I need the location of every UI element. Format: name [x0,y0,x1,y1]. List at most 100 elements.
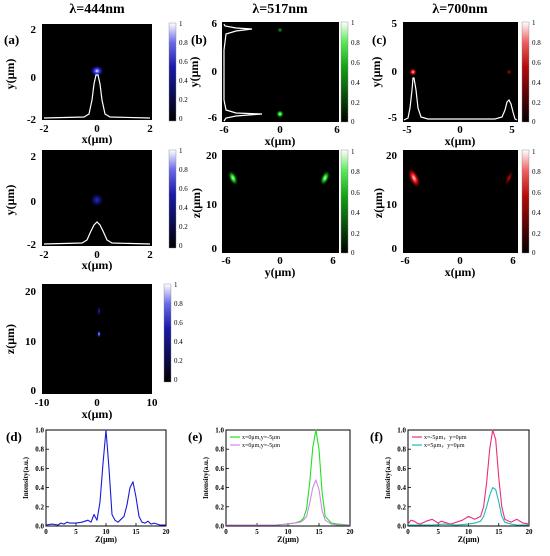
ytick-label-e-0: 0.0 [215,523,224,531]
xtick-label-f-1: 5 [437,528,441,536]
ytick-a1-mid: 0 [31,72,37,84]
xtick-c1-mid: 0 [457,124,463,136]
xtick-c2-mid: 0 [457,255,463,267]
spot-b2-right [320,170,330,186]
cb-c1-t04: 0.4 [532,79,541,87]
ylabel-c1: y(μm) [369,57,383,88]
cb-b1-t08: 0.8 [351,39,360,47]
xtick-label-f-4: 20 [526,528,534,536]
xlabel-a2: x(μm) [82,258,113,272]
spot-a3-upper [97,306,101,316]
series-line-d-0 [45,429,166,526]
profile-a2 [43,221,151,245]
cb-a2-t04: 0.4 [179,204,188,212]
xtick-a1-left: -2 [39,123,49,135]
line-chart-d: 0.0 0.2 0.4 0.6 0.8 1.0 0 5 10 15 20 Z(μm) Intensity… [22,427,170,545]
ylabel-b2: z(μm) [189,188,203,218]
spot-b1-lower [276,110,284,118]
xtick-b1-mid: 0 [277,124,283,136]
cb-b2-t04: 0.4 [351,209,360,217]
panel-label-b: (b) [191,32,207,47]
xlabel-f: Z(μm) [458,535,480,544]
cb-a1-t02: 0.2 [179,96,188,104]
xtick-c2-left: -6 [400,255,410,267]
title-b: λ=517nm [252,2,308,17]
ylabel-c2: z(μm) [371,188,385,218]
cb-a2-t08: 0.8 [179,166,188,174]
legend-label-e-1: x=0μm,y=-5μm [242,443,280,449]
xtick-label-e-2: 10 [285,528,293,536]
xlabel-c2: x(μm) [445,265,476,279]
heatmap-b1: 6 0 -6 -6 0 6 x(μm) y(μm) 1 0.8 0.6 0.4 … [187,18,360,148]
colorbar-b2-ticks: 1 0.8 0.6 0.4 0.2 0 [351,148,360,257]
cb-b2-t06: 0.6 [351,189,360,197]
xtick-label-d-0: 0 [44,528,48,536]
cb-c1-t06: 0.6 [532,59,541,67]
heatmap-c1: 5 0 -5 -5 0 5 x(μm) y(μm) 1 0.8 0.6 0.4 … [369,18,541,148]
cb-a2-t06: 0.6 [179,185,188,193]
xtick-a2-left: -2 [39,249,49,261]
xtick-a3-right: 10 [147,397,159,409]
cb-a1-t0: 0 [179,115,183,123]
cb-a2-t02: 0.2 [179,223,188,231]
title-c: λ=700nm [432,2,488,17]
heatmap-c2: 20 10 0 -6 0 6 x(μm) z(μm) 1 0.8 0.6 0.4… [371,148,541,279]
cb-c2-t0: 0 [532,249,536,257]
spot-c2-right [504,169,514,187]
heatmap-c1-background [403,22,518,122]
cb-a3-t1: 1 [174,281,178,289]
xtick-label-e-0: 0 [224,528,228,536]
ytick-a1-top: 2 [31,24,37,36]
line-charts: 0.0 0.2 0.4 0.6 0.8 1.0 0 5 10 15 20 Z(μm) Intensity… [22,427,533,545]
heatmap-a2: 2 0 -2 -2 0 2 x(μm) y(μm) 1 0.8 0.6 0.4 … [3,147,188,272]
ytick-label-f-0: 0.0 [397,523,406,531]
spot-c1-left [409,68,417,76]
cb-c2-t04: 0.4 [532,209,541,217]
xlabel-a3: x(μm) [82,407,113,421]
colorbar-b2 [340,149,349,254]
panel-label-f: (f) [370,429,383,444]
spot-c2-left [407,167,421,189]
heatmap-a1: 2 0 -2 -2 0 2 x(μm) y(μm) 1 0.8 0.6 0.4 … [3,20,188,146]
ytick-c1-mid: 0 [392,66,398,78]
colorbar-c1 [521,21,530,123]
ylabel-b1: y(μm) [187,57,201,88]
cb-b2-t1: 1 [351,148,355,156]
spot-a1-center [90,65,104,77]
xtick-b2-mid: 0 [277,255,283,267]
cb-c1-t0: 0 [532,118,536,126]
xtick-label-e-4: 20 [347,528,355,536]
series-line-e-1 [226,479,350,526]
cb-c2-t08: 0.8 [532,168,541,176]
cb-b1-t04: 0.4 [351,79,360,87]
ytick-c2-bot: 0 [392,243,398,255]
ytick-b2-bot: 0 [212,243,218,255]
cb-c2-t06: 0.6 [532,189,541,197]
profile-c1 [403,77,518,121]
cb-a3-t06: 0.6 [174,319,183,327]
colorbar-a3 [163,283,172,383]
ytick-b1-mid: 0 [212,66,218,78]
colorbar-a1-ticks: 1 0.8 0.6 0.4 0.2 0 [179,20,188,123]
xlabel-c1: x(μm) [445,134,476,148]
xtick-a2-mid: 0 [94,249,100,261]
panel-label-e: (e) [188,429,202,444]
ytick-a1-bot: -2 [27,114,37,126]
xtick-label-f-0: 0 [406,528,410,536]
ytick-label-f-2: 0.4 [397,484,406,492]
ytick-a3-bot: 0 [31,385,37,397]
cb-a3-t08: 0.8 [174,300,183,308]
cb-a3-t0: 0 [174,376,178,384]
title-a: λ=444nm [69,2,125,17]
cb-b1-t0: 0 [351,118,355,126]
ytick-label-d-3: 0.6 [35,465,44,473]
cb-c2-t1: 1 [532,148,536,156]
ytick-a3-mid: 10 [25,336,37,348]
ytick-a2-bot: -2 [27,239,37,251]
legend-label-e-0: x=0μm,y=-5μm [242,435,280,441]
xtick-b1-right: 6 [334,124,340,136]
colorbar-c2-ticks: 1 0.8 0.6 0.4 0.2 0 [532,148,541,257]
cb-b2-t02: 0.2 [351,230,360,238]
cb-a2-t0: 0 [179,242,183,250]
cb-a1-t04: 0.4 [179,77,188,85]
